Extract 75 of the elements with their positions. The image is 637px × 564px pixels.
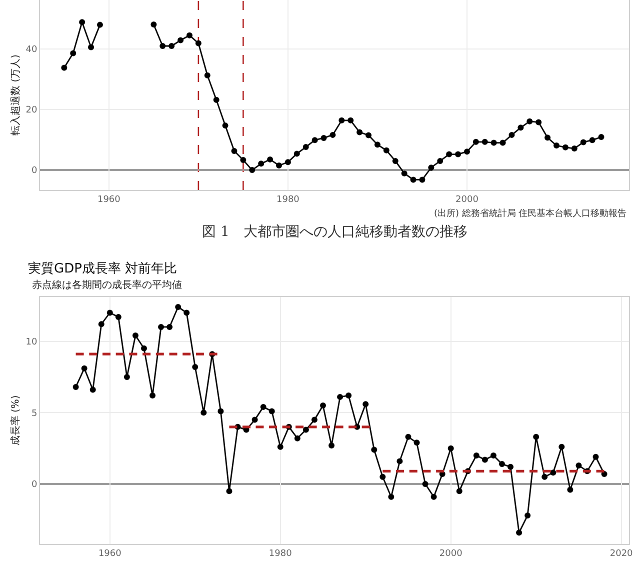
x-tick-label: 2000 (439, 548, 463, 559)
x-tick-label: 1980 (276, 194, 300, 205)
point (419, 176, 426, 183)
point (544, 134, 551, 141)
y-tick-label: 40 (26, 45, 38, 56)
point (356, 129, 363, 136)
point (366, 132, 372, 138)
point (455, 151, 462, 158)
point (204, 72, 210, 78)
y-tick-label: 0 (31, 480, 38, 490)
point (195, 40, 202, 46)
y-tick-label: 0 (31, 166, 38, 176)
point (553, 142, 560, 149)
caption: 図 1 大都市圏への人口純移動者数の推移 (202, 224, 468, 240)
y-axis-title: 転入超過数 (万人) (10, 54, 22, 136)
point (580, 139, 586, 146)
point (213, 96, 220, 103)
point (302, 144, 309, 150)
text: (出所) 総務省統計局 住民基本台帳人口移動報告 (434, 208, 627, 219)
point (410, 176, 416, 183)
point (464, 148, 470, 155)
point (312, 137, 318, 144)
point (96, 22, 103, 28)
x-tick-label: 1960 (97, 194, 121, 205)
point (61, 64, 68, 71)
point (500, 140, 506, 146)
y-tick-label: 10 (26, 337, 38, 348)
point (374, 142, 380, 148)
point (428, 164, 434, 171)
x-tick-label: 2000 (456, 194, 479, 205)
point (508, 132, 515, 138)
point (526, 118, 533, 124)
y-tick-label: 5 (31, 408, 38, 419)
point (348, 117, 354, 124)
point (518, 124, 524, 131)
point (401, 170, 408, 176)
point (472, 138, 479, 145)
point (276, 162, 282, 168)
point (88, 44, 94, 50)
point (338, 117, 345, 124)
point (70, 50, 76, 56)
chart-title: 実質GDP成長率 対前年比 (28, 260, 178, 277)
point (294, 150, 300, 157)
point (160, 42, 166, 49)
point (446, 151, 452, 158)
point (186, 32, 192, 38)
point (330, 132, 336, 138)
x-tick-label: 1960 (98, 548, 122, 559)
chart-subtitle: 赤点線は各期間の成長率の平均値 (32, 279, 182, 291)
point (482, 138, 488, 145)
point (284, 159, 291, 166)
x-tick-label: 2020 (610, 548, 634, 559)
point (79, 19, 86, 26)
point (168, 42, 175, 49)
point (589, 137, 596, 144)
point (320, 134, 327, 141)
x-tick-label: 1980 (268, 548, 292, 559)
point (150, 22, 157, 28)
point (222, 122, 228, 129)
point (383, 147, 390, 154)
point (598, 134, 604, 140)
point (231, 148, 238, 154)
point (178, 37, 184, 44)
point (258, 160, 264, 167)
point (536, 119, 542, 126)
point (490, 140, 497, 146)
point (240, 157, 246, 164)
point (392, 158, 398, 164)
point (437, 158, 444, 164)
y-axis-title: 成長率 (%) (10, 395, 22, 446)
point (249, 167, 256, 174)
point (571, 146, 578, 152)
point (267, 156, 274, 162)
y-tick-label: 20 (26, 106, 38, 116)
point (562, 144, 568, 150)
